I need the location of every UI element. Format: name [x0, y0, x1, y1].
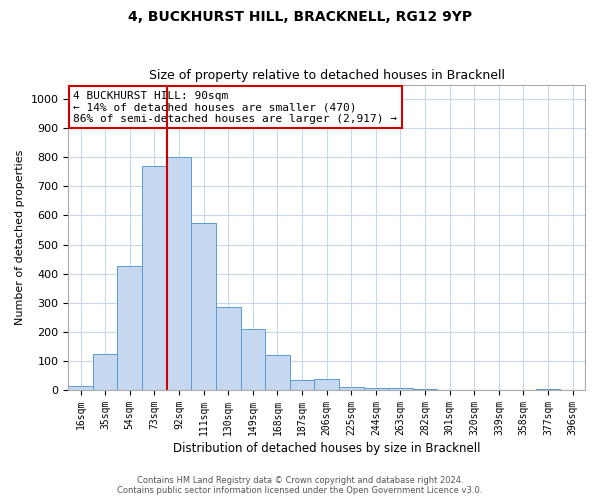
Bar [191, 223, 216, 390]
Text: 4, BUCKHURST HILL, BRACKNELL, RG12 9YP: 4, BUCKHURST HILL, BRACKNELL, RG12 9YP [128, 10, 472, 24]
Bar [216, 307, 241, 390]
Bar [167, 158, 191, 390]
Bar [265, 355, 290, 390]
Title: Size of property relative to detached houses in Bracknell: Size of property relative to detached ho… [149, 69, 505, 82]
Bar [290, 380, 314, 390]
Bar [364, 388, 388, 390]
Bar [413, 388, 437, 390]
Y-axis label: Number of detached properties: Number of detached properties [15, 150, 25, 325]
Bar [536, 388, 560, 390]
Bar [241, 329, 265, 390]
Bar [314, 379, 339, 390]
Text: 4 BUCKHURST HILL: 90sqm
← 14% of detached houses are smaller (470)
86% of semi-d: 4 BUCKHURST HILL: 90sqm ← 14% of detache… [73, 90, 397, 124]
Bar [142, 166, 167, 390]
Text: Contains HM Land Registry data © Crown copyright and database right 2024.
Contai: Contains HM Land Registry data © Crown c… [118, 476, 482, 495]
Bar [339, 387, 364, 390]
Bar [68, 386, 93, 390]
Bar [388, 388, 413, 390]
Bar [93, 354, 118, 390]
Bar [118, 266, 142, 390]
X-axis label: Distribution of detached houses by size in Bracknell: Distribution of detached houses by size … [173, 442, 481, 455]
